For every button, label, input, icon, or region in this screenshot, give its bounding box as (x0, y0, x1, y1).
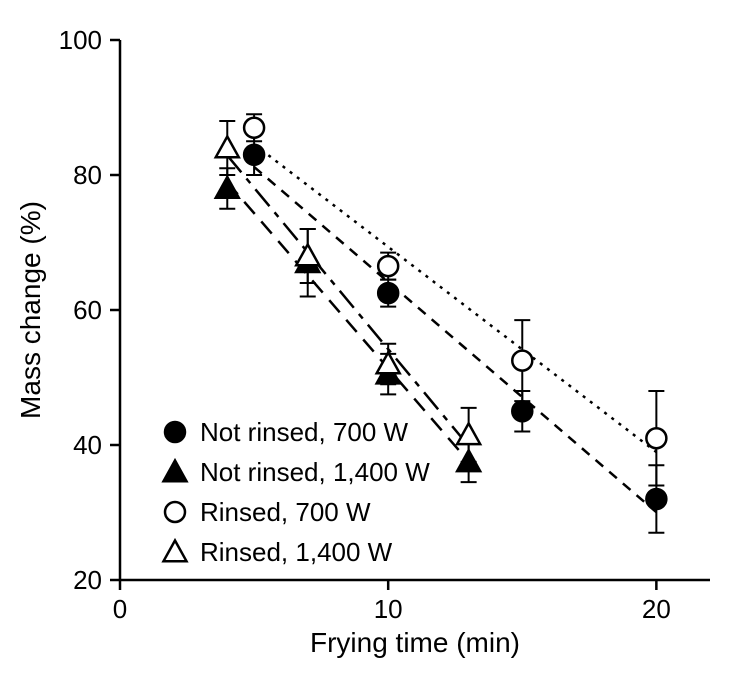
y-tick-label: 100 (59, 25, 102, 55)
legend-item-not_rinsed_700: Not rinsed, 700 W (165, 417, 409, 447)
data-point-rinsed_1400 (377, 353, 400, 374)
y-tick-label: 60 (73, 295, 102, 325)
data-point-rinsed_700 (378, 256, 398, 276)
data-point-not_rinsed_700 (244, 145, 264, 165)
chart-container: 20 40 60 80 100 0 10 20 Frying time (min) Mass ch… (0, 0, 751, 677)
data-point-rinsed_700 (646, 428, 666, 448)
data-point-not_rinsed_1400 (216, 177, 239, 198)
mass-change-chart: 20 40 60 80 100 0 10 20 Frying time (min) Mass ch… (0, 0, 751, 677)
legend-label: Rinsed, 700 W (200, 497, 371, 527)
x-axis-label: Frying time (min) (310, 627, 520, 658)
x-tick-label: 10 (374, 594, 403, 624)
legend-item-not_rinsed_1400: Not rinsed, 1,400 W (164, 457, 431, 487)
trendline-rinsed_1400 (227, 155, 468, 446)
y-tick-label: 20 (73, 565, 102, 595)
y-tick-label: 40 (73, 430, 102, 460)
legend-item-rinsed_700: Rinsed, 700 W (165, 497, 371, 527)
trendline-rinsed_700 (254, 144, 656, 452)
data-point-rinsed_1400 (216, 137, 239, 158)
data-point-rinsed_1400 (457, 423, 480, 444)
data-point-rinsed_700 (512, 351, 532, 371)
data-point-rinsed_700 (244, 118, 264, 138)
y-axis-label: Mass change (%) (15, 201, 46, 419)
legend-label: Not rinsed, 1,400 W (200, 457, 430, 487)
legend-label: Not rinsed, 700 W (200, 417, 409, 447)
y-tick-label: 80 (73, 160, 102, 190)
legend-item-rinsed_1400: Rinsed, 1,400 W (164, 537, 393, 567)
x-tick-label: 20 (642, 594, 671, 624)
data-point-rinsed_1400 (296, 245, 319, 266)
legend-label: Rinsed, 1,400 W (200, 537, 393, 567)
data-point-not_rinsed_700 (646, 489, 666, 509)
data-point-not_rinsed_700 (512, 401, 532, 421)
x-tick-label: 0 (113, 594, 127, 624)
data-point-not_rinsed_700 (378, 283, 398, 303)
